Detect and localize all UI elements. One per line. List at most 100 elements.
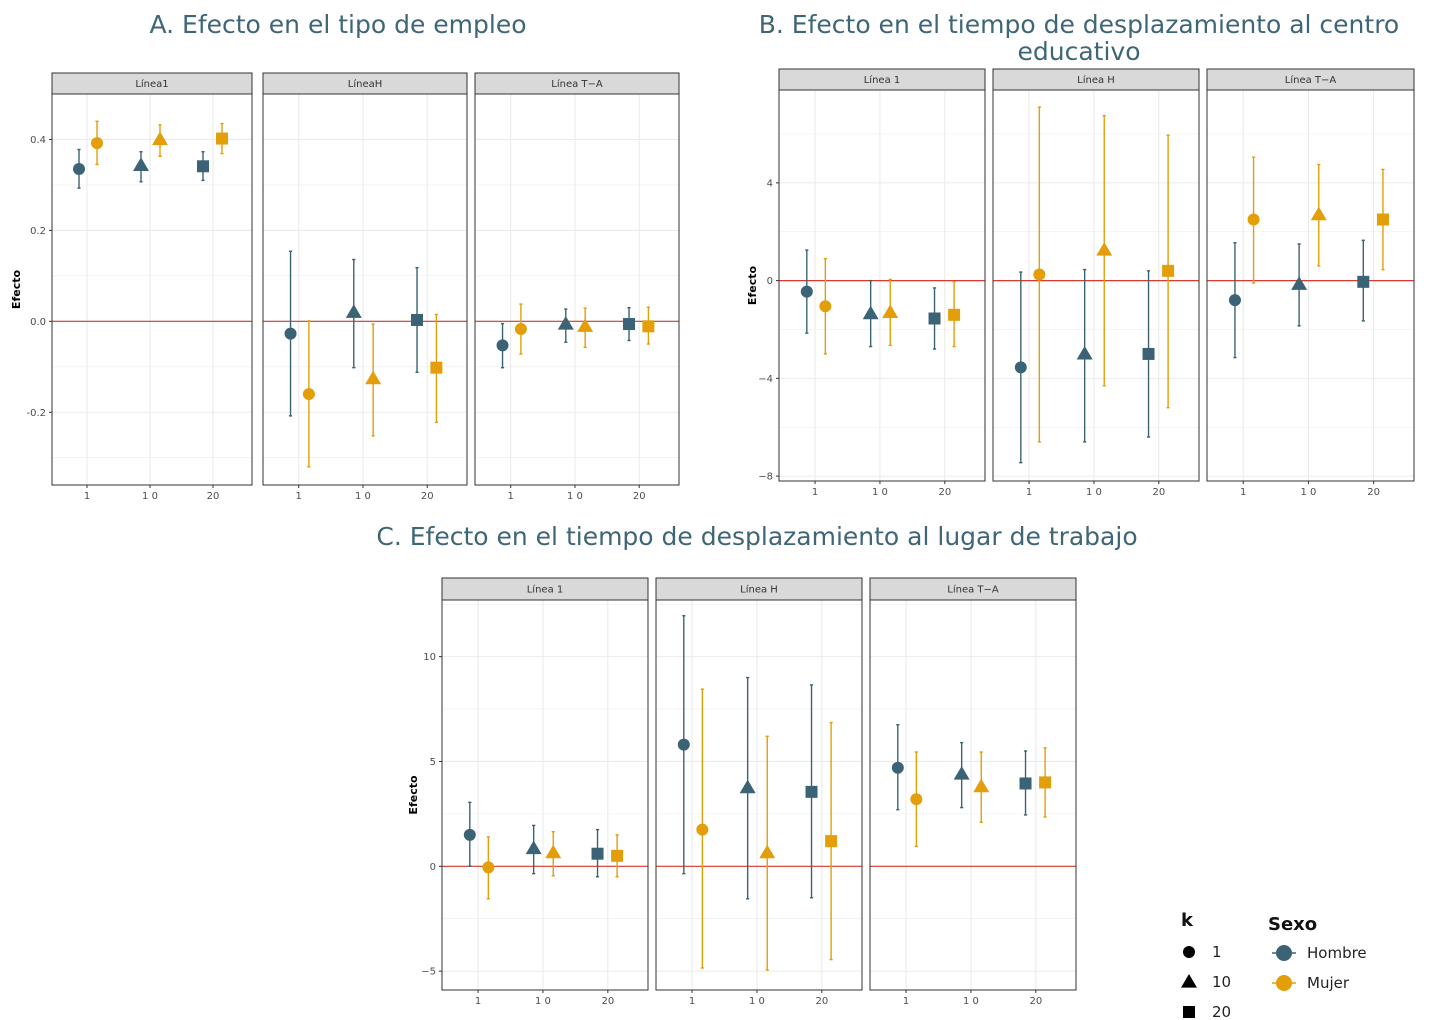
estimate-point bbox=[411, 266, 424, 373]
y-axis-label: Efecto bbox=[746, 266, 759, 306]
point-marker bbox=[1310, 206, 1327, 221]
facet-strip-label: Línea 1 bbox=[864, 74, 901, 86]
facet-strip bbox=[869, 577, 1077, 601]
panel-background bbox=[993, 90, 1199, 481]
point-marker bbox=[882, 304, 899, 318]
legend-k-key bbox=[1183, 946, 1195, 958]
point-marker bbox=[862, 305, 879, 320]
point-marker bbox=[1019, 777, 1032, 790]
estimate-point bbox=[557, 308, 574, 343]
point-marker bbox=[696, 823, 709, 836]
estimate-point bbox=[1357, 239, 1370, 322]
legend-k-label: 1 bbox=[1212, 943, 1222, 961]
point-marker bbox=[1162, 264, 1175, 277]
point-marker bbox=[430, 361, 443, 374]
point-marker bbox=[577, 318, 594, 332]
chart-title: A. Efecto en el tipo de empleo bbox=[149, 10, 526, 39]
legend: k1 10 20 Sexo Hombre Mujer bbox=[1181, 910, 1367, 1020]
facet-strip-label: Línea T−A bbox=[1285, 74, 1337, 86]
legend-k-title: k bbox=[1181, 910, 1194, 931]
estimate-point bbox=[739, 676, 756, 900]
facet-strip bbox=[1206, 68, 1415, 91]
facet-panel: LíneaH 1 1 0 20 bbox=[262, 72, 468, 502]
facet-panel: Línea T−A 1 1 0 20 bbox=[1206, 68, 1415, 498]
point-marker bbox=[1247, 213, 1260, 226]
x-tick-label: 1 bbox=[903, 996, 909, 1007]
estimate-point bbox=[891, 724, 904, 811]
point-marker bbox=[891, 761, 904, 774]
panel-background bbox=[475, 94, 679, 485]
facet-panel: Línea T−A 1 1 0 20 bbox=[474, 72, 680, 502]
point-marker bbox=[345, 304, 362, 318]
estimate-point bbox=[677, 615, 690, 875]
facet-panel: Línea 1 1 1 0 20 bbox=[441, 577, 649, 1007]
point-marker bbox=[591, 847, 604, 860]
point-marker bbox=[1357, 275, 1370, 288]
estimate-point bbox=[216, 122, 228, 155]
point-marker bbox=[365, 370, 382, 385]
facet-panel: Línea H 1 1 0 20 bbox=[992, 68, 1200, 498]
y-axis-label: Efecto bbox=[407, 775, 420, 815]
legend-k-key bbox=[1181, 974, 1197, 988]
legend-sexo-key-dot bbox=[1276, 975, 1292, 991]
x-tick-label: 1 0 bbox=[872, 487, 888, 498]
x-tick-label: 1 bbox=[475, 996, 481, 1007]
estimate-point bbox=[1019, 750, 1032, 816]
y-tick-label: -0.2 bbox=[26, 408, 46, 419]
facet-panel: Línea 1 1 1 0 20 bbox=[778, 68, 986, 498]
estimate-point bbox=[496, 322, 509, 369]
y-tick-label: 0.4 bbox=[30, 135, 46, 146]
point-marker bbox=[677, 738, 690, 751]
panel-background bbox=[656, 600, 862, 990]
y-tick-label: 0 bbox=[767, 276, 773, 287]
estimate-point bbox=[973, 751, 990, 823]
estimate-point bbox=[197, 151, 209, 182]
x-tick-label: 1 bbox=[812, 487, 818, 498]
estimate-point bbox=[1033, 106, 1046, 443]
point-marker bbox=[197, 160, 209, 173]
y-tick-label: −4 bbox=[758, 374, 773, 385]
estimate-point bbox=[91, 120, 103, 166]
x-tick-label: 1 bbox=[84, 491, 90, 502]
point-marker bbox=[825, 835, 838, 848]
y-tick-label: −8 bbox=[758, 472, 773, 483]
estimate-point bbox=[800, 249, 813, 334]
facet-strip bbox=[474, 72, 680, 95]
facet-panel: Línea T−A 1 1 0 20 bbox=[869, 577, 1077, 1007]
estimate-point bbox=[1014, 271, 1027, 464]
estimate-point bbox=[882, 278, 899, 347]
estimate-point bbox=[302, 320, 315, 468]
y-tick-label: 0.0 bbox=[30, 317, 46, 328]
panel-background bbox=[52, 94, 252, 485]
x-tick-label: 1 bbox=[1240, 487, 1246, 498]
panel-background bbox=[263, 94, 467, 485]
legend-k-label: 20 bbox=[1212, 1003, 1231, 1020]
y-tick-label: 4 bbox=[767, 178, 773, 189]
estimate-point bbox=[430, 313, 443, 423]
facet-strip-label: LíneaH bbox=[348, 78, 383, 90]
x-tick-label: 1 0 bbox=[567, 491, 583, 502]
point-marker bbox=[953, 766, 970, 780]
estimate-point bbox=[825, 721, 838, 961]
estimate-point bbox=[1376, 168, 1389, 271]
point-marker bbox=[411, 313, 424, 326]
point-marker bbox=[482, 861, 495, 874]
point-marker bbox=[1076, 345, 1093, 360]
facet-strip bbox=[992, 68, 1200, 91]
estimate-point bbox=[1142, 270, 1155, 438]
estimate-point bbox=[1247, 156, 1260, 284]
estimate-point bbox=[591, 828, 604, 878]
point-marker bbox=[91, 137, 103, 150]
chart-c: C. Efecto en el tiempo de desplazamiento… bbox=[376, 522, 1137, 1007]
estimate-point bbox=[948, 281, 961, 348]
estimate-point bbox=[696, 688, 709, 969]
estimate-point bbox=[514, 303, 527, 355]
x-tick-label: 20 bbox=[1152, 487, 1165, 498]
legend-sexo-key-dot bbox=[1276, 945, 1292, 961]
facet-strip-label: Línea T−A bbox=[551, 78, 603, 90]
legend-k-key bbox=[1183, 1006, 1195, 1018]
chart-b: B. Efecto en el tiempo de desplazamiento… bbox=[746, 10, 1415, 498]
chart-title-line: educativo bbox=[1018, 37, 1141, 66]
point-marker bbox=[525, 840, 542, 855]
